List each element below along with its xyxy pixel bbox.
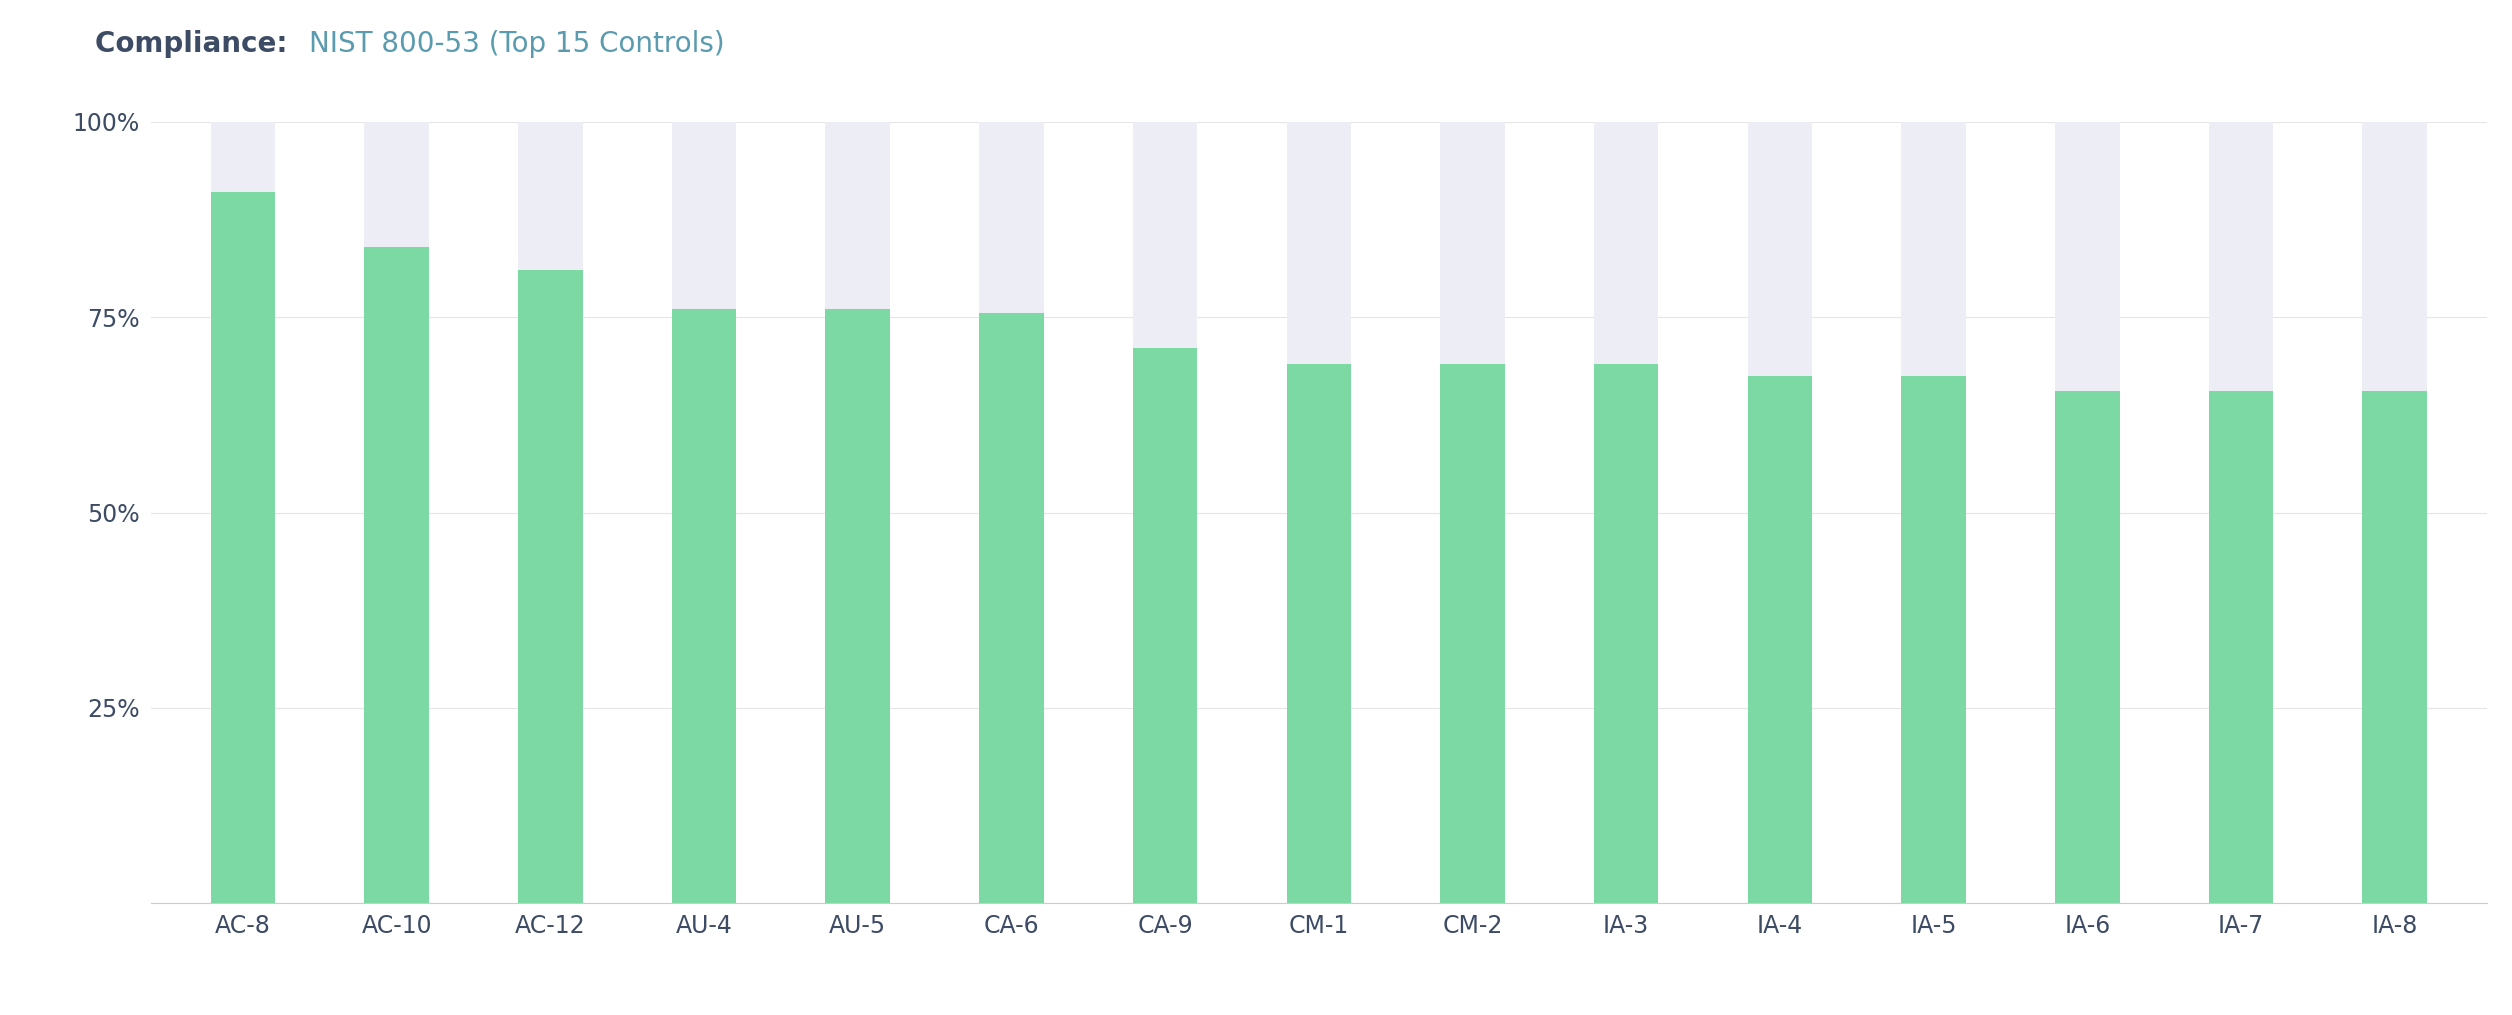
Bar (2361, 392, 2427, 903)
Bar (517, 270, 583, 903)
Bar (1902, 376, 1967, 903)
Bar (2055, 122, 2120, 903)
Bar (1439, 364, 1505, 903)
Bar (1133, 348, 1198, 903)
Bar (1133, 122, 1198, 903)
Bar (2361, 122, 2427, 903)
Bar (1286, 364, 1351, 903)
Bar (364, 122, 430, 903)
Text: NIST 800-53 (Top 15 Controls): NIST 800-53 (Top 15 Controls) (309, 30, 723, 59)
Bar (211, 122, 276, 903)
Bar (826, 122, 889, 903)
Bar (2208, 392, 2273, 903)
Bar (211, 192, 276, 903)
Bar (364, 247, 430, 903)
Bar (1595, 364, 1658, 903)
Bar (1902, 122, 1967, 903)
Bar (2208, 122, 2273, 903)
Bar (980, 314, 1042, 903)
Bar (980, 122, 1042, 903)
Bar (826, 310, 889, 903)
Bar (671, 122, 736, 903)
Bar (1286, 122, 1351, 903)
Bar (671, 310, 736, 903)
Bar (1748, 122, 1811, 903)
Text: Compliance:: Compliance: (95, 30, 296, 59)
Bar (2055, 392, 2120, 903)
Bar (517, 122, 583, 903)
Bar (1748, 376, 1811, 903)
Bar (1595, 122, 1658, 903)
Bar (1439, 122, 1505, 903)
